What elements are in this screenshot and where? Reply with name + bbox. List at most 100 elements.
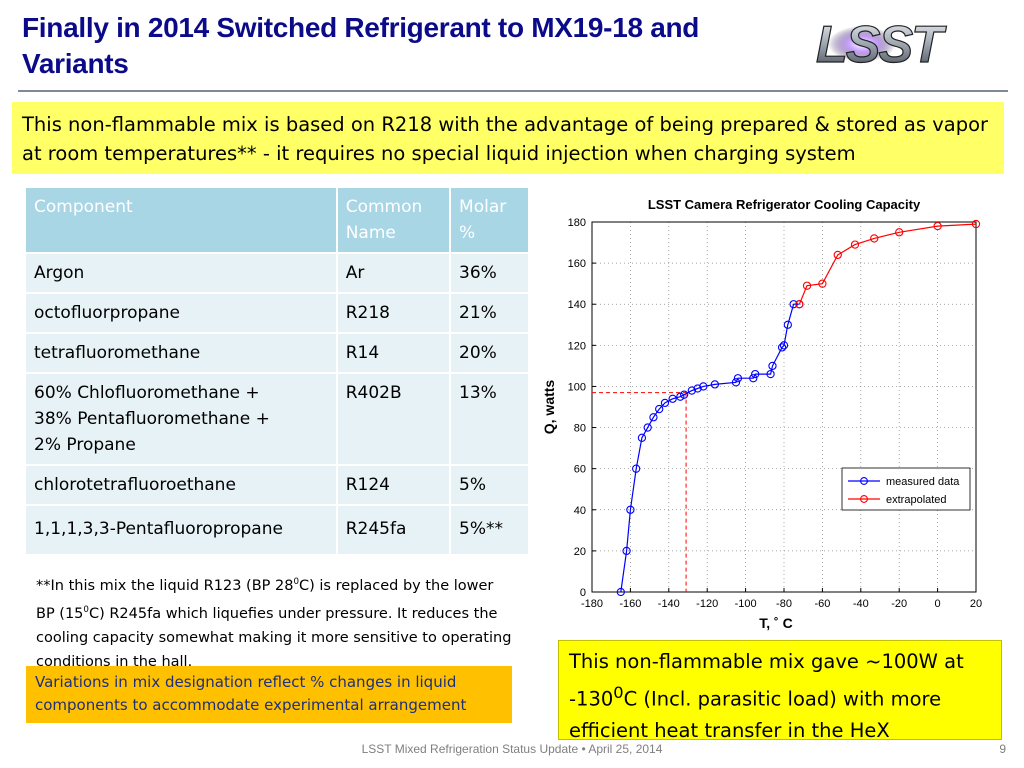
table-cell: tetrafluoromethane — [26, 332, 338, 373]
table-cell: Ar — [336, 252, 452, 293]
x-tick-label: 20 — [970, 598, 982, 610]
footnote-text: C) R245fa which liquefies under pressure… — [36, 605, 512, 670]
table-cell: R124 — [336, 464, 452, 505]
y-tick-label: 160 — [568, 258, 586, 270]
table-row: Argon Ar 36% — [26, 252, 530, 293]
chart-grid — [591, 221, 977, 593]
y-tick-label: 40 — [574, 505, 586, 517]
chart-annotations — [592, 392, 687, 592]
data-point — [632, 464, 641, 473]
legend-label: measured data — [886, 476, 960, 488]
table-row: 60% Chlofluoromethane + 38% Pentafluorom… — [26, 372, 530, 465]
table-cell: 60% Chlofluoromethane + 38% Pentafluorom… — [26, 372, 338, 465]
table-row: octofluorpropane R218 21% — [26, 292, 530, 333]
table-cell: 1,1,1,3,3-Pentafluoropropane — [26, 504, 338, 554]
data-point — [733, 374, 743, 383]
data-point — [783, 320, 792, 329]
table-cell: chlorotetrafluoroethane — [26, 464, 338, 505]
data-point — [616, 587, 625, 597]
footnote: **In this mix the liquid R123 (BP 280C) … — [36, 570, 516, 674]
chart-legend: measured data extrapolated — [841, 467, 971, 511]
data-point — [637, 433, 647, 442]
data-point — [802, 281, 812, 290]
y-axis-label: Q, watts — [541, 380, 557, 435]
data-point — [710, 380, 720, 389]
y-tick-label: 0 — [580, 587, 586, 599]
page-number: 9 — [999, 742, 1006, 756]
data-point — [660, 398, 670, 408]
data-point — [933, 221, 942, 231]
legend-label: extrapolated — [886, 494, 947, 506]
data-point — [779, 341, 789, 350]
conclusion-callout: This non-flammable mix gave ~100W at -13… — [558, 640, 1002, 742]
table-cell: R218 — [336, 292, 452, 333]
y-tick-label: 20 — [574, 546, 586, 558]
data-point — [655, 404, 664, 414]
x-tick-label: -100 — [735, 598, 757, 610]
table-row: 1,1,1,3,3-Pentafluoropropane R245fa 5%** — [26, 504, 530, 554]
x-tick-label: 0 — [935, 598, 941, 610]
table-cell: R14 — [336, 332, 452, 373]
data-point — [766, 369, 775, 379]
y-tick-label: 120 — [568, 340, 586, 352]
intro-callout: This non-flammable mix is based on R218 … — [12, 102, 1004, 174]
x-tick-label: -20 — [891, 598, 907, 610]
data-point — [751, 369, 760, 379]
conclusion-text: This non-flammable mix gave ~100W at -13… — [569, 650, 964, 711]
y-tick-label: 80 — [574, 423, 586, 435]
x-tick-label: -120 — [696, 598, 718, 610]
data-point — [870, 234, 879, 243]
table-cell: 5%** — [450, 504, 530, 554]
data-point — [777, 343, 787, 352]
chart-series — [616, 219, 981, 597]
data-point — [818, 279, 827, 288]
footnote-superscript: 0 — [293, 577, 299, 587]
data-point — [668, 394, 677, 403]
series-line-0 — [620, 303, 800, 593]
data-point — [680, 390, 689, 399]
data-point — [649, 413, 658, 422]
data-point — [699, 382, 708, 391]
legend-marker — [860, 477, 868, 485]
data-point — [768, 361, 777, 371]
data-point — [693, 384, 702, 393]
series-line-1 — [798, 223, 977, 305]
x-tick-label: -140 — [658, 598, 680, 610]
conclusion-text: C (Incl. parasitic load) with more effic… — [569, 687, 942, 742]
data-point — [789, 300, 798, 309]
table-header-row: Component Common Name Molar % — [26, 188, 530, 253]
footer-text: LSST Mixed Refrigeration Status Update •… — [361, 742, 663, 756]
slide-title: Finally in 2014 Switched Refrigerant to … — [22, 12, 700, 79]
y-tick-label: 180 — [568, 217, 586, 229]
x-tick-label: -40 — [853, 598, 869, 610]
table-cell: R245fa — [336, 504, 452, 554]
component-table: Component Common Name Molar % Argon Ar 3… — [26, 188, 530, 554]
footnote-text: **In this mix the liquid R123 (BP 28 — [36, 577, 294, 594]
data-point — [622, 546, 631, 556]
data-point — [643, 423, 652, 432]
data-point — [749, 374, 758, 383]
footnote-text: C) is replaced by the lower BP (15 — [36, 577, 494, 622]
table-cell: R402B — [336, 372, 452, 465]
data-point — [850, 240, 860, 249]
footnote-superscript: 0 — [83, 604, 89, 615]
data-point — [626, 505, 635, 514]
x-tick-label: -180 — [581, 598, 603, 610]
cooling-capacity-chart: LSST Camera Refrigerator Cooling Capacit… — [541, 197, 982, 631]
header-component: Component — [26, 188, 338, 253]
lsst-logo: LSST — [815, 15, 949, 74]
table-cell: octofluorpropane — [26, 292, 338, 333]
data-point — [687, 386, 696, 395]
legend-box — [841, 467, 971, 511]
header-molar-percent: Molar % — [450, 188, 530, 253]
svg-text:LSST: LSST — [816, 16, 947, 74]
data-point — [795, 300, 804, 309]
x-tick-label: -160 — [619, 598, 641, 610]
data-point — [895, 228, 904, 237]
title-divider — [18, 90, 1008, 92]
y-tick-label: 100 — [568, 381, 586, 393]
table-cell: 13% — [450, 372, 530, 465]
table-cell: 36% — [450, 252, 530, 293]
table-cell: 5% — [450, 464, 530, 505]
conclusion-superscript: 0 — [613, 683, 624, 702]
